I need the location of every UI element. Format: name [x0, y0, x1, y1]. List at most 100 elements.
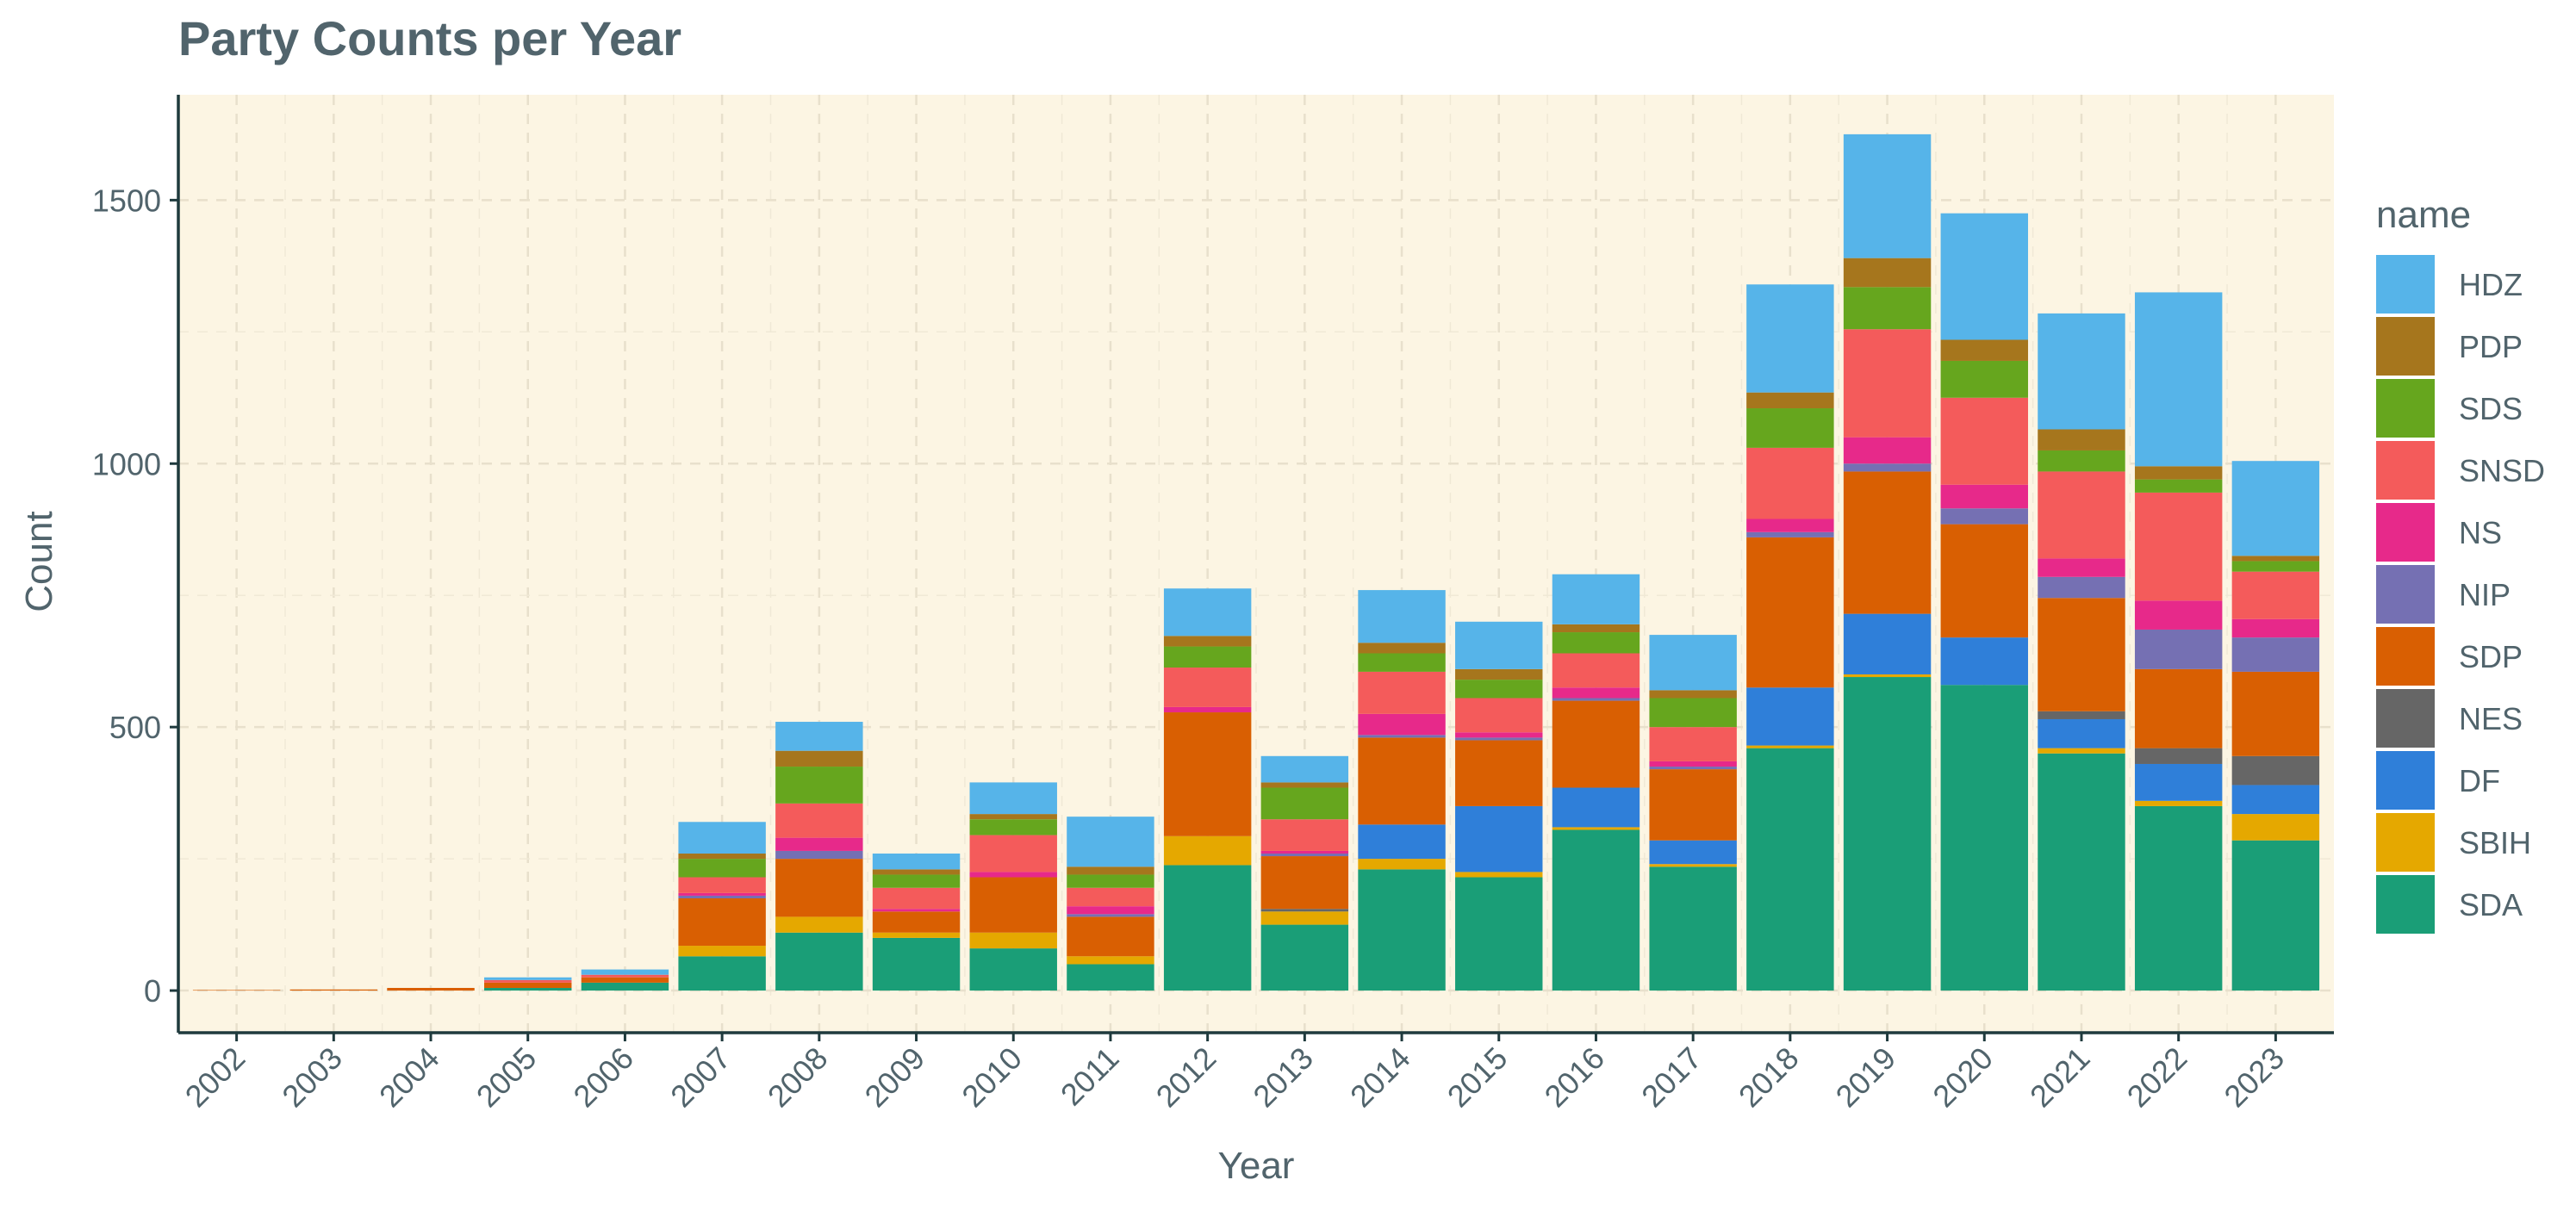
- bar-segment-sdp-2013: [1260, 856, 1349, 910]
- bar-segment-sds-2021: [2038, 450, 2125, 472]
- bar-segment-sda-2020: [1940, 685, 2028, 991]
- bar-segment-sda-2010: [969, 948, 1057, 991]
- bar-segment-ns-2016: [1552, 687, 1640, 699]
- bar-segment-nip-2015: [1455, 737, 1543, 741]
- bar-segment-nip-2008: [775, 850, 863, 860]
- bar-segment-nip-2021: [2038, 576, 2125, 599]
- bar-segment-snsd-2007: [678, 877, 766, 893]
- bar-segment-pdp-2020: [1940, 339, 2028, 361]
- bar-segment-snsd-2020: [1940, 397, 2028, 485]
- y-tick-label: 0: [144, 973, 161, 1009]
- bar-segment-pdp-2016: [1552, 624, 1640, 633]
- bar-segment-sda-2007: [678, 956, 766, 991]
- bar-segment-pdp-2013: [1260, 782, 1349, 788]
- bar-segment-nip-2014: [1358, 735, 1446, 738]
- bar-segment-pdp-2009: [872, 869, 961, 875]
- bar-segment-sbih-2007: [678, 946, 766, 957]
- bar-segment-hdz-2014: [1358, 590, 1446, 643]
- bar-segment-nes-2021: [2038, 711, 2125, 719]
- x-tick-label: 2004: [372, 1040, 446, 1115]
- bar-segment-sda-2016: [1552, 829, 1640, 991]
- bar-segment-nip-2016: [1552, 698, 1640, 701]
- bar-segment-sda-2008: [775, 932, 863, 991]
- x-tick-label: 2013: [1246, 1040, 1320, 1115]
- bar-segment-sbih-2023: [2231, 814, 2320, 841]
- bar-segment-sbih-2014: [1358, 859, 1446, 870]
- bar-segment-ns-2020: [1940, 484, 2028, 509]
- bar-segment-snsd-2021: [2038, 471, 2125, 559]
- bar-segment-nip-2020: [1940, 508, 2028, 525]
- bar-segment-sdp-2015: [1455, 740, 1543, 806]
- bar-segment-pdp-2023: [2231, 556, 2320, 562]
- bar-segment-pdp-2007: [678, 853, 766, 860]
- bar-segment-nip-2007: [678, 895, 766, 898]
- bar-segment-sda-2013: [1260, 924, 1349, 991]
- legend-key-ns: [2376, 503, 2435, 562]
- legend-label-sda: SDA: [2459, 887, 2523, 922]
- bar-segment-snsd-2008: [775, 803, 863, 838]
- x-tick-label: 2023: [2217, 1040, 2291, 1115]
- legend-label-nes: NES: [2459, 701, 2523, 736]
- x-tick-label: 2005: [470, 1040, 544, 1115]
- bar-segment-sds-2010: [969, 819, 1057, 835]
- bar-segment-ns-2007: [678, 892, 766, 896]
- bar-segment-pdp-2015: [1455, 668, 1543, 680]
- bar-segment-df-2016: [1552, 787, 1640, 828]
- bar-segment-hdz-2020: [1940, 213, 2028, 340]
- bar-segment-ns-2009: [872, 909, 961, 912]
- bar-segment-ns-2022: [2134, 600, 2223, 630]
- bar-segment-pdp-2018: [1746, 392, 1834, 409]
- y-tick-label: 1000: [92, 446, 161, 481]
- bar-segment-sdp-2009: [872, 911, 961, 933]
- bar-segment-nip-2023: [2231, 637, 2320, 672]
- bar-segment-sda-2017: [1649, 866, 1737, 991]
- bar-segment-ns-2017: [1649, 761, 1737, 767]
- bar-segment-sdp-2006: [581, 977, 669, 983]
- bar-segment-ns-2011: [1067, 906, 1154, 915]
- bar-segment-sds-2017: [1649, 698, 1737, 728]
- bar-segment-nes-2022: [2134, 748, 2223, 764]
- bar-segment-nes-2023: [2231, 755, 2320, 786]
- bar-segment-df-2014: [1358, 824, 1446, 860]
- bar-segment-snsd-2013: [1260, 819, 1349, 851]
- legend-key-nip: [2376, 565, 2435, 624]
- bar-segment-sdp-2002: [192, 990, 281, 991]
- x-tick-label: 2007: [663, 1040, 737, 1115]
- bar-segment-hdz-2010: [969, 782, 1057, 815]
- legend-key-hdz: [2376, 255, 2435, 314]
- bar-segment-hdz-2016: [1552, 574, 1640, 624]
- chart-title: Party Counts per Year: [178, 11, 681, 65]
- bar-segment-sds-2015: [1455, 680, 1543, 699]
- bar-segment-nip-2017: [1649, 767, 1737, 770]
- bar-segment-sbih-2021: [2038, 748, 2125, 754]
- bar-segment-snsd-2011: [1067, 887, 1154, 907]
- bar-segment-sda-2005: [484, 987, 572, 991]
- bar-segment-sds-2019: [1843, 287, 1932, 330]
- legend-label-snsd: SNSD: [2459, 453, 2545, 488]
- bar-segment-ns-2008: [775, 837, 863, 851]
- bar-segment-sda-2014: [1358, 869, 1446, 991]
- bar-segment-nip-2022: [2134, 629, 2223, 669]
- bar-segment-hdz-2005: [484, 977, 572, 980]
- bar-segment-sdp-2020: [1940, 524, 2028, 638]
- bar-segment-pdp-2021: [2038, 429, 2125, 450]
- bar-segment-sbih-2019: [1843, 674, 1932, 678]
- bar-segment-nip-2011: [1067, 914, 1154, 917]
- bar-segment-pdp-2014: [1358, 643, 1446, 654]
- bar-segment-df-2017: [1649, 840, 1737, 865]
- bar-segment-snsd-2023: [2231, 571, 2320, 619]
- bar-segment-sdp-2005: [484, 982, 572, 988]
- bar-segment-sbih-2012: [1163, 835, 1252, 866]
- y-tick-label: 1500: [92, 183, 161, 218]
- bar-segment-sda-2018: [1746, 748, 1834, 991]
- bar-segment-sdp-2011: [1067, 916, 1154, 957]
- x-tick-labels: 2002 2003 2004 2005 2006 2007 2008 2009 2010 2011…: [178, 1033, 2291, 1114]
- bar-segment-sbih-2013: [1260, 911, 1349, 925]
- bar-segment-snsd-2016: [1552, 653, 1640, 688]
- bar-segment-sdp-2019: [1843, 471, 1932, 614]
- legend-label-nip: NIP: [2459, 577, 2511, 612]
- bar-segment-sdp-2010: [969, 877, 1057, 933]
- bar-segment-sda-2021: [2038, 753, 2125, 991]
- bar-segment-hdz-2022: [2134, 292, 2223, 467]
- x-tick-label: 2009: [858, 1040, 932, 1115]
